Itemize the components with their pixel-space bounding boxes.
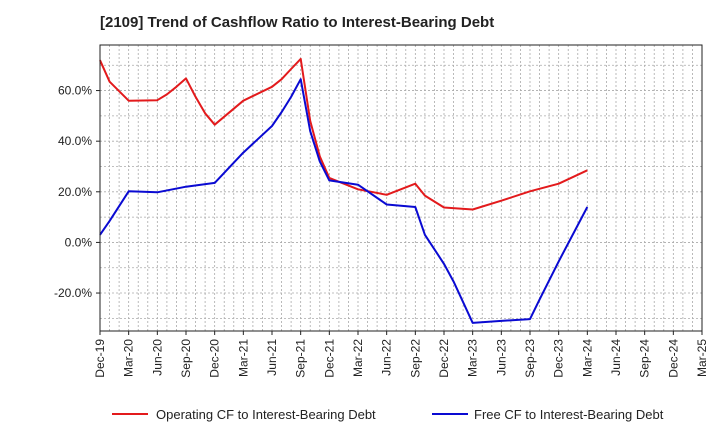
y-tick-label: -20.0% — [54, 286, 92, 300]
x-tick-label: Mar-25 — [695, 339, 709, 377]
x-tick-label: Mar-20 — [122, 339, 136, 377]
x-tick-label: Mar-22 — [351, 339, 365, 377]
x-tick-label: Sep-23 — [523, 339, 537, 378]
x-tick-label: Dec-24 — [666, 339, 680, 378]
series-line-operating-cf — [99, 57, 588, 211]
x-tick-label: Jun-22 — [380, 339, 394, 376]
y-tick-label: 40.0% — [58, 134, 92, 148]
x-tick-label: Jun-21 — [265, 339, 279, 376]
legend-label: Operating CF to Interest-Bearing Debt — [156, 407, 376, 422]
x-tick-label: Dec-19 — [93, 339, 107, 378]
x-tick-label: Sep-24 — [638, 339, 652, 378]
chart-title: [2109] Trend of Cashflow Ratio to Intere… — [100, 14, 495, 31]
x-tick-label: Mar-24 — [580, 339, 594, 377]
legend-label: Free CF to Interest-Bearing Debt — [474, 407, 664, 422]
series-lines — [99, 57, 589, 324]
x-tick-label: Sep-22 — [408, 339, 422, 378]
legend: Operating CF to Interest-Bearing Debt Fre… — [112, 407, 664, 422]
x-tick-label: Jun-20 — [150, 339, 164, 376]
x-tick-label: Sep-20 — [179, 339, 193, 378]
x-tick-label: Mar-21 — [236, 339, 250, 377]
x-tick-label: Dec-22 — [437, 339, 451, 378]
x-tick-label: Jun-24 — [609, 339, 623, 376]
x-tick-label: Sep-21 — [294, 339, 308, 378]
y-tick-label: 0.0% — [65, 235, 93, 249]
x-tick-label: Dec-20 — [208, 339, 222, 378]
y-tick-label: 60.0% — [58, 84, 92, 98]
plot-frame — [99, 44, 703, 332]
x-tick-label: Dec-21 — [322, 339, 336, 378]
x-axis-ticks: Dec-19 Mar-20 Jun-20 Sep-20 Dec-20 Mar-21 Jun-… — [93, 331, 709, 378]
x-tick-label: Jun-23 — [494, 339, 508, 376]
y-tick-label: 20.0% — [58, 185, 92, 199]
series-line-free-cf — [99, 78, 589, 324]
x-tick-label: Mar-23 — [466, 339, 480, 377]
x-tick-label: Dec-23 — [552, 339, 566, 378]
y-axis-ticks: 60.0% 40.0% 20.0% 0.0% -20.0% — [54, 84, 100, 300]
grid — [99, 45, 703, 331]
